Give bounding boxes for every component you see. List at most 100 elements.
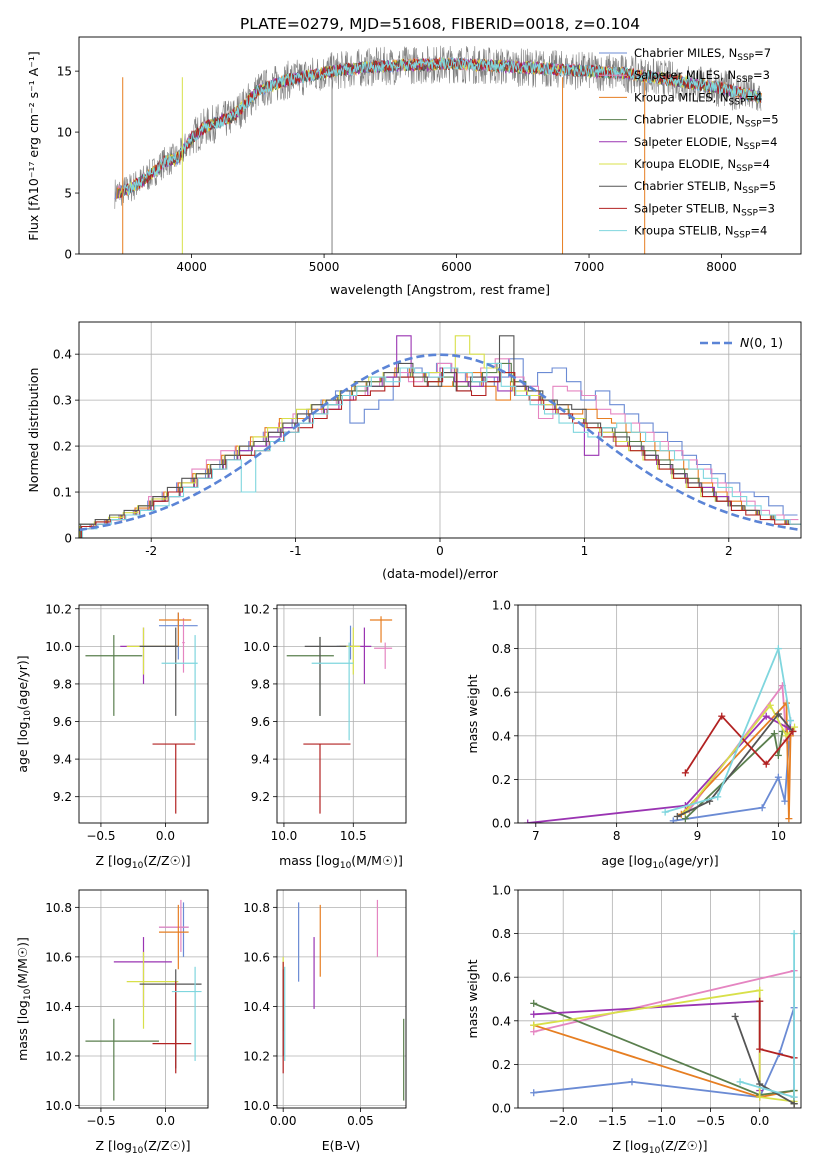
axes-age_vs_mass: 10.0 10.5 9.2 9.4 9.6 9.8 10.0 10.2 mass [log10(…	[243, 602, 407, 871]
y-tick-label: 0.4	[53, 348, 72, 362]
axes-frame	[78, 889, 209, 1109]
y-tick-label: 0.2	[492, 773, 511, 787]
plot-area-weight_vs_age	[518, 605, 801, 823]
y-tick-label: 9.2	[251, 790, 270, 804]
weight-line-salpeter-stelib	[758, 1001, 795, 1059]
y-tick-label: 0	[64, 532, 72, 546]
plot-area-age_vs_mass	[277, 605, 406, 823]
axes-weight_vs_Z: −2.0 −1.5 −1.0 −0.5 0.0 0.0 0.2 0.4 0.6 0.8 1.0 Z […	[465, 884, 802, 1156]
legend-entry: Kroupa STELIB, NSSP=4	[634, 224, 767, 241]
histogram-salpeter-stelib	[81, 367, 801, 538]
y-tick-label: 10.2	[243, 1049, 270, 1063]
x-tick-label: -2	[145, 544, 157, 558]
axes-frame	[78, 604, 209, 824]
y-tick-label: 10.2	[45, 602, 72, 616]
axes-frame	[78, 321, 802, 539]
y-tick-label: 9.6	[53, 715, 72, 729]
x-tick-label: 2	[725, 544, 733, 558]
y-tick-label: 10	[57, 126, 72, 140]
axes-residuals: -2 -1 0 1 2 0 0.1 0.2 0.3 0.4 (data-model)/error No…	[26, 321, 802, 581]
x-tick-label: −0.5	[86, 1114, 115, 1128]
x-axis-label: Z [log10(Z/Z☉)]	[95, 1138, 190, 1156]
weight-line-kroupa-stelib	[664, 645, 792, 813]
x-tick-label: −1.0	[647, 1114, 676, 1128]
legend-entry: Salpeter ELODIE, NSSP=4	[634, 135, 777, 152]
axes-mass_vs_Z: −0.5 0.0 10.0 10.2 10.4 10.6 10.8 Z [log10(Z/Z☉…	[15, 889, 209, 1156]
y-tick-label: 10.8	[45, 901, 72, 915]
axes-frame	[78, 36, 802, 255]
histogram-chabrier-elodie	[79, 362, 801, 525]
y-tick-label: 10.4	[45, 1000, 72, 1014]
y-tick-label: 0.2	[492, 1058, 511, 1072]
axes-frame	[517, 889, 802, 1109]
x-tick-label: 0.0	[156, 829, 175, 843]
y-tick-label: 0.4	[492, 1014, 511, 1028]
x-axis-label: wavelength [Angstrom, rest frame]	[330, 282, 550, 297]
axes-spectrum: 4000 5000 6000 7000 8000 0 5 10 15 wavelength [An…	[26, 36, 802, 297]
x-tick-label: 1	[581, 544, 589, 558]
y-axis-label: Normed distribution	[26, 368, 41, 493]
y-tick-label: 0.3	[53, 394, 72, 408]
plot-area-age_vs_Z	[79, 605, 208, 823]
x-axis-label: Z [log10(Z/Z☉)]	[612, 1138, 707, 1156]
x-tick-label: 0.05	[347, 1114, 374, 1128]
y-axis-label: Flux [fλ10⁻¹⁷ erg cm⁻² s⁻¹ A⁻¹]	[26, 51, 41, 240]
x-axis-label: E(B-V)	[322, 1138, 361, 1153]
histogram-kroupa-elodie	[79, 335, 801, 538]
y-tick-label: 0.6	[492, 686, 511, 700]
y-tick-label: 1.0	[492, 884, 511, 898]
x-tick-label: 0.0	[156, 1114, 175, 1128]
gaussian-reference	[79, 353, 801, 532]
axes-frame	[276, 889, 407, 1109]
y-tick-label: 0.8	[492, 642, 511, 656]
plot-area-mass_vs_Z	[79, 890, 208, 1108]
legend: Chabrier MILES, NSSP=7 Salpeter MILES, NS…	[599, 46, 779, 241]
histogram-kroupa-miles	[79, 367, 800, 528]
axes-age_vs_Z: −0.5 0.0 9.2 9.4 9.6 9.8 10.0 10.2 Z [log10(Z/Z☉…	[15, 602, 209, 871]
x-tick-label: 0.00	[270, 1114, 297, 1128]
x-tick-label: 10.5	[340, 829, 367, 843]
x-axis-label: age [log10(age/yr)]	[601, 853, 718, 871]
plot-area-mass_vs_EBV	[277, 890, 406, 1108]
x-tick-label: 10.0	[271, 829, 298, 843]
y-tick-label: 0.0	[492, 817, 511, 831]
weight-line-salpeter-elodie	[527, 715, 791, 823]
y-tick-label: 0.8	[492, 927, 511, 941]
x-tick-label: −0.5	[696, 1114, 725, 1128]
y-tick-label: 10.4	[243, 1000, 270, 1014]
legend-entry: Chabrier ELODIE, NSSP=5	[634, 113, 779, 130]
x-tick-label: 10	[771, 829, 786, 843]
weight-line-chabrier-stelib	[676, 712, 794, 818]
y-tick-label: 10.8	[243, 901, 270, 915]
y-tick-label: 10.2	[243, 602, 270, 616]
legend-entry: N(0, 1)	[740, 335, 783, 350]
histogram-kroupa-stelib	[81, 362, 801, 538]
y-tick-label: 1.0	[492, 599, 511, 613]
y-tick-label: 0.6	[492, 971, 511, 985]
legend-entry: Salpeter STELIB, NSSP=3	[634, 201, 775, 218]
x-tick-label: 8000	[706, 260, 737, 274]
x-tick-label: −1.5	[598, 1114, 627, 1128]
y-tick-label: 9.4	[53, 753, 72, 767]
x-axis-label: mass [log10(M/M☉)]	[279, 853, 403, 871]
weight-line-salpeter-elodie	[533, 1000, 761, 1091]
x-tick-label: 9	[694, 829, 702, 843]
axes-weight_vs_age: 7 8 9 10 0.0 0.2 0.4 0.6 0.8 1.0 age [log10(age/yr…	[465, 599, 802, 871]
x-tick-label: −0.5	[86, 829, 115, 843]
y-tick-label: 9.8	[53, 677, 72, 691]
y-axis-label: age [log10(age/yr)]	[15, 655, 33, 772]
y-tick-label: 10.6	[243, 950, 270, 964]
axes-mass_vs_EBV: 0.00 0.05 10.0 10.2 10.4 10.6 10.8 E(B-V)	[243, 889, 407, 1153]
weight-line-kroupa-stelib	[739, 933, 795, 1099]
y-tick-label: 9.2	[53, 790, 72, 804]
x-tick-label: 7	[532, 829, 540, 843]
y-tick-label: 15	[57, 65, 72, 79]
plot-area-weight_vs_Z	[518, 890, 801, 1108]
x-tick-label: −2.0	[549, 1114, 578, 1128]
x-tick-label: 0.0	[750, 1114, 769, 1128]
legend-entry: Kroupa MILES, NSSP=4	[634, 90, 762, 107]
x-tick-label: 4000	[176, 260, 207, 274]
x-axis-label: (data-model)/error	[382, 566, 499, 581]
x-tick-label: 7000	[574, 260, 605, 274]
